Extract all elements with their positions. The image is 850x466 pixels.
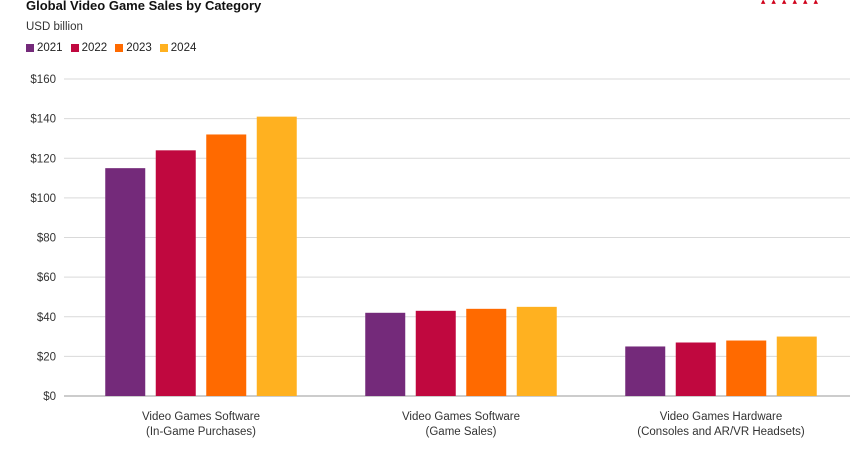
legend-label-2024: 2024 (170, 42, 197, 54)
x-category-label: (Game Sales) (426, 426, 497, 438)
x-category-label: (In-Game Purchases) (146, 426, 256, 438)
y-tick-label: $40 (37, 312, 56, 324)
y-tick-label: $160 (30, 74, 56, 86)
legend-swatch-2023 (115, 44, 124, 52)
legend-item-2021: 2021 (26, 42, 63, 54)
chart-title: Global Video Game Sales by Category (26, 0, 262, 13)
bar-2024-cat1 (256, 116, 297, 397)
y-tick-label: $20 (37, 351, 56, 363)
legend-swatch-2024 (159, 44, 168, 52)
bar-2022-cat1 (155, 150, 196, 396)
legend-item-2023: 2023 (115, 42, 152, 54)
y-tick-label: $80 (37, 233, 56, 245)
bar-2022-cat3 (675, 342, 716, 396)
bar-2023-cat2 (466, 308, 507, 396)
legend-item-2022: 2022 (70, 42, 108, 54)
x-category-label: Video Games Hardware (660, 411, 783, 423)
chart-subtitle: USD billion (26, 21, 83, 33)
corner-decoration-icon: ▴▴▴▴▴▴ (760, 0, 824, 6)
legend: 2021 2022 2023 2024 (26, 42, 196, 54)
bar-2021-cat2 (365, 312, 406, 396)
legend-swatch-2021 (26, 44, 34, 52)
bar-2024-cat2 (516, 306, 557, 396)
legend-label-2023: 2023 (126, 42, 152, 54)
bar-2023-cat3 (726, 340, 767, 396)
bar-2022-cat2 (415, 310, 456, 396)
legend-label-2021: 2021 (37, 42, 63, 54)
bar-2023-cat1 (206, 134, 247, 396)
y-tick-label: $140 (30, 114, 56, 126)
bar-2021-cat1 (105, 168, 146, 396)
y-tick-label: $0 (43, 391, 56, 403)
legend-label-2022: 2022 (81, 42, 108, 54)
x-category-label: Video Games Software (142, 411, 260, 423)
y-tick-label: $100 (30, 193, 56, 205)
x-category-label: (Consoles and AR/VR Headsets) (637, 426, 805, 438)
x-category-label: Video Games Software (402, 411, 520, 423)
y-tick-label: $120 (30, 153, 56, 165)
bar-2021-cat3 (625, 346, 666, 396)
y-tick-label: $60 (37, 272, 56, 284)
legend-swatch-2022 (70, 44, 79, 52)
bar-2024-cat3 (776, 336, 817, 396)
legend-item-2024: 2024 (159, 42, 197, 54)
